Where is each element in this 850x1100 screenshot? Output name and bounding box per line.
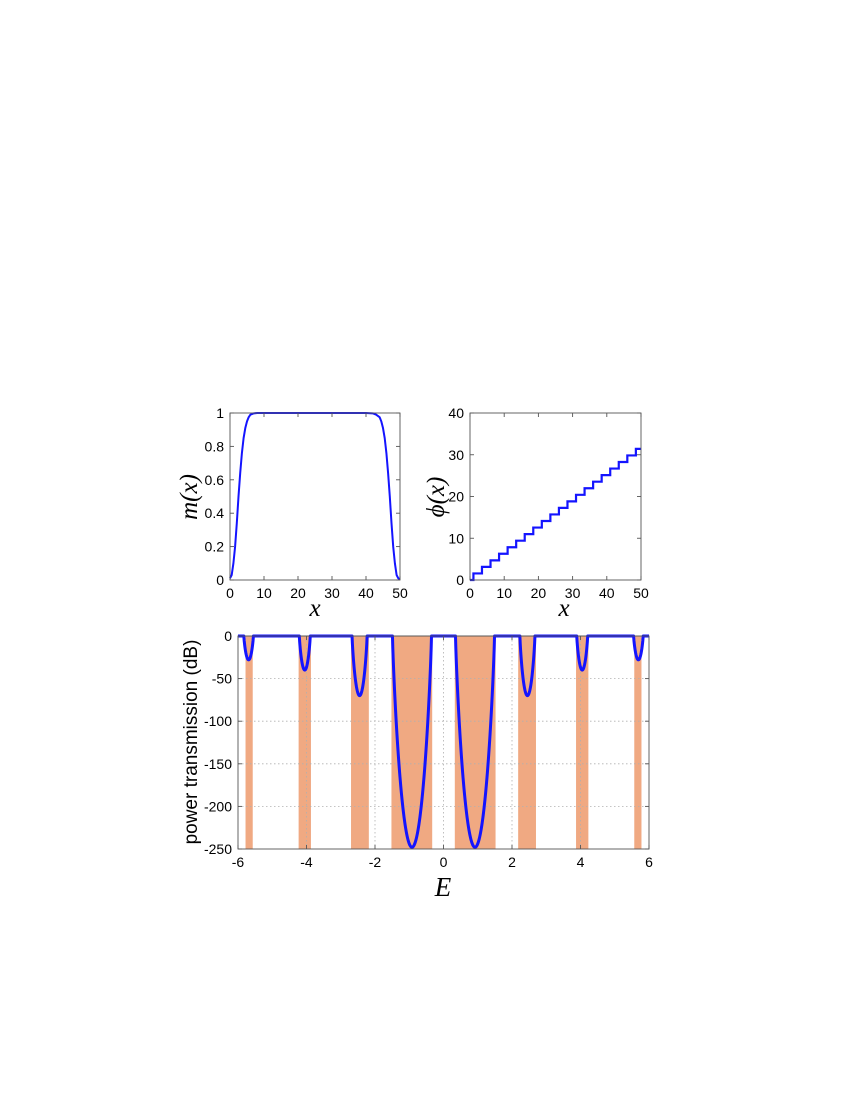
transmission-ytick-label: 0 [224,628,232,644]
chart-m: 0 10 20 30 40 50 0 0.2 0.4 0.6 0.8 1 m(x) x [176,405,408,622]
phi-ytick-label: 0 [456,572,464,588]
phi-xtick-label: 0 [466,585,474,601]
m-ytick-label: 0.2 [205,539,225,555]
phi-ytick-label: 20 [448,489,464,505]
m-xtick-label: 30 [324,585,340,601]
m-ytick-label: 0.8 [205,438,225,454]
transmission-xtick-label: 6 [645,854,653,870]
transmission-ytick-label: -100 [204,713,232,729]
m-frame [229,412,401,581]
m-series-line [229,412,401,581]
phi-plot-area: 0 10 20 30 40 50 0 10 20 30 40 [448,405,649,601]
transmission-ytick-label: -50 [212,671,232,687]
m-xtick-label: 50 [392,585,408,601]
phi-xtick-label: 30 [565,585,581,601]
transmission-band [298,636,311,849]
transmission-xtick-label: 4 [577,854,585,870]
phi-xlabel: x [557,595,569,622]
m-plot-area: 0 10 20 30 40 50 0 0.2 0.4 0.6 0.8 1 [205,405,408,601]
transmission-xtick-label: -6 [232,854,245,870]
m-xtick-label: 0 [226,585,234,601]
phi-ytick-label: 30 [448,447,464,463]
transmission-xtick-label: 2 [508,854,516,870]
m-xtick-label: 40 [358,585,374,601]
m-xtick-label: 20 [290,585,306,601]
transmission-band [576,636,589,849]
transmission-ytick-label: -150 [204,756,232,772]
m-ylabel: m(x) [176,474,203,520]
transmission-ytick-label: -200 [204,798,232,814]
m-xlabel: x [308,595,320,622]
phi-series-line [470,447,641,582]
transmission-band [634,636,642,849]
transmission-band [245,636,253,849]
phi-xtick-label: 50 [633,585,649,601]
phi-ytick-label: 10 [448,530,464,546]
m-ytick-label: 1 [216,405,224,421]
m-ytick-label: 0.6 [205,472,225,488]
phi-xtick-label: 20 [531,585,547,601]
transmission-xtick-label: -2 [369,854,382,870]
transmission-xtick-label: 0 [440,854,448,870]
phi-xtick-label: 40 [599,585,615,601]
transmission-plot-area: -6 -4 -2 0 2 4 6 -250 -200 -150 -100 -50 0 [204,628,653,870]
chart-transmission: -6 -4 -2 0 2 4 6 -250 -200 -150 -100 -50 0 power tra… [181,628,653,902]
chart-phi: 0 10 20 30 40 50 0 10 20 30 40 ϕ(x) x [423,405,649,622]
transmission-ytick-label: -250 [204,841,232,857]
m-xtick-label: 10 [256,585,272,601]
transmission-xtick-label: -4 [300,854,313,870]
phi-frame [469,412,642,581]
transmission-ylabel: power transmission (dB) [181,640,202,845]
phi-xtick-label: 10 [496,585,512,601]
phi-ytick-label: 40 [448,405,464,421]
m-ytick-label: 0 [216,572,224,588]
transmission-xlabel: E [434,872,452,902]
phi-ylabel: ϕ(x) [423,477,450,518]
m-ytick-label: 0.4 [205,505,225,521]
